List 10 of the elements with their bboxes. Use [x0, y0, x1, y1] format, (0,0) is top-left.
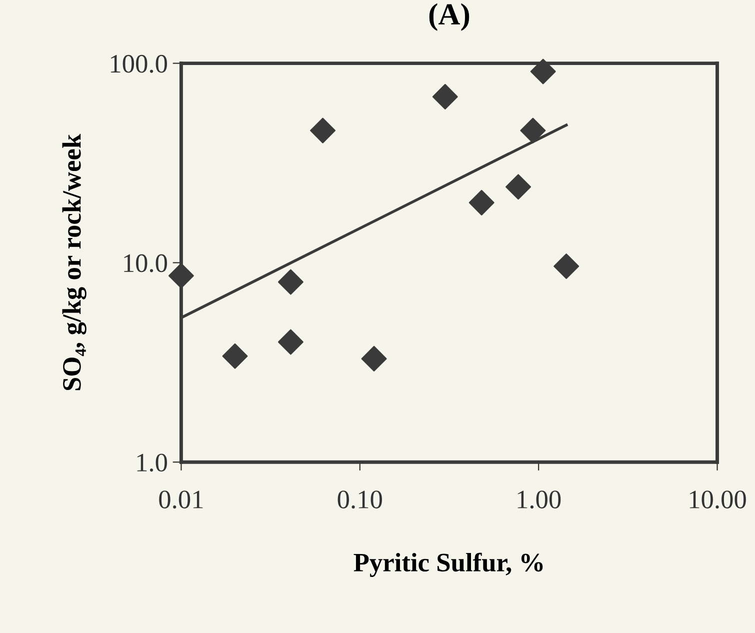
y-tick-label: 1.0	[137, 454, 167, 472]
x-tick-label: 0.01	[159, 490, 203, 509]
x-tick-label: 10.00	[690, 490, 746, 509]
y-tick-label: 100.0	[110, 54, 167, 73]
y-axis-title: SO₄, g/kg or rock/week	[62, 134, 86, 390]
x-tick-label: 0.10	[338, 490, 382, 509]
x-axis-title: Pyritic Sulfur, %	[354, 552, 543, 577]
y-tick-label: 10.0	[124, 254, 167, 272]
x-tick-label: 1.00	[518, 490, 561, 509]
chart-title: (A)	[429, 3, 470, 31]
